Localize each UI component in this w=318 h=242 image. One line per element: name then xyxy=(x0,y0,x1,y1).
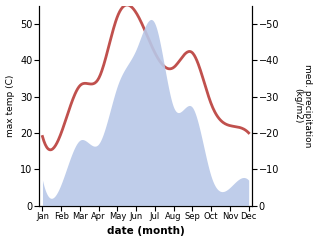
Y-axis label: max temp (C): max temp (C) xyxy=(5,74,15,137)
X-axis label: date (month): date (month) xyxy=(107,227,184,236)
Y-axis label: med. precipitation
(kg/m2): med. precipitation (kg/m2) xyxy=(293,64,313,147)
